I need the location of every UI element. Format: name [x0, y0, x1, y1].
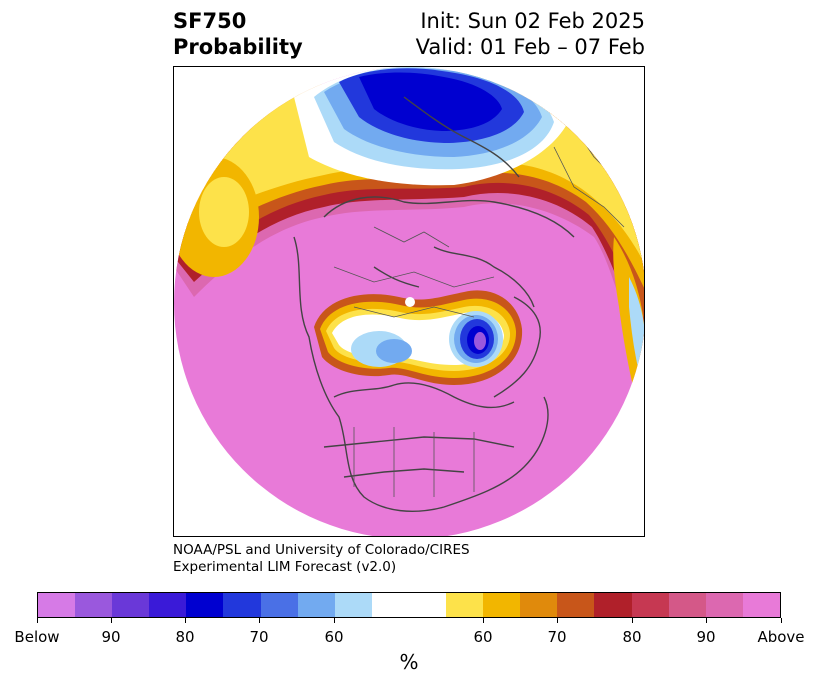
credit-line-2: Experimental LIM Forecast (v2.0): [173, 559, 397, 575]
colorbar-tick-label: 90: [101, 628, 121, 646]
colorbar-cell: [75, 593, 113, 617]
polar-map: [173, 66, 645, 537]
colorbar-cell: [557, 593, 595, 617]
colorbar-tickmark: [706, 618, 707, 623]
colorbar-tick-label: Below: [14, 628, 60, 646]
colorbar-tickmark: [632, 618, 633, 623]
colorbar-cell: [520, 593, 558, 617]
colorbar-tickmark: [111, 618, 112, 623]
colorbar-cell: [594, 593, 632, 617]
colorbar-cell: [149, 593, 187, 617]
colorbar-cell: [668, 593, 706, 617]
colorbar-tickmark: [185, 618, 186, 623]
colorbar-tick-label: 80: [175, 628, 195, 646]
forecast-dates: Init: Sun 02 Feb 2025 Valid: 01 Feb – 07…: [416, 8, 645, 60]
colorbar-tickmark: [37, 618, 38, 623]
colorbar-cell: [483, 593, 521, 617]
init-date: Init: Sun 02 Feb 2025: [420, 9, 645, 33]
colorbar-tickmark: [259, 618, 260, 623]
map-title: SF750 Probability: [173, 8, 303, 60]
colorbar-tick-label: 70: [249, 628, 269, 646]
colorbar-tickmark: [781, 618, 782, 623]
colorbar: [37, 592, 781, 618]
below-core-west-inner: [376, 339, 412, 363]
credits: NOAA/PSL and University of Colorado/CIRE…: [173, 542, 470, 576]
asia-lobe-core: [199, 177, 249, 247]
colorbar-unit: %: [399, 650, 419, 674]
colorbar-tick-label: 60: [324, 628, 344, 646]
below-core-east-max: [474, 332, 486, 350]
colorbar-cell: [297, 593, 335, 617]
colorbar-cell: [38, 593, 76, 617]
colorbar-cell: [705, 593, 743, 617]
colorbar-tickmark: [557, 618, 558, 623]
title-variable: SF750: [173, 9, 247, 33]
colorbar-tick-label: 60: [473, 628, 493, 646]
pole-dot: [405, 297, 415, 307]
title-product: Probability: [173, 35, 303, 59]
colorbar-tick-label: Above: [757, 628, 805, 646]
colorbar-cell: [631, 593, 669, 617]
below-90-top: [359, 72, 502, 131]
colorbar-cell: [186, 593, 224, 617]
colorbar-cell: [112, 593, 150, 617]
colorbar-cell: [408, 593, 447, 617]
colorbar-cell: [742, 593, 780, 617]
credit-line-1: NOAA/PSL and University of Colorado/CIRE…: [173, 542, 470, 558]
colorbar-tickmark: [483, 618, 484, 623]
colorbar-tick-label: 70: [547, 628, 567, 646]
colorbar-tick-label: 80: [622, 628, 642, 646]
colorbar-cell: [371, 593, 409, 617]
colorbar-cell: [223, 593, 261, 617]
probability-field: [174, 67, 644, 536]
colorbar-cell: [260, 593, 298, 617]
valid-range: Valid: 01 Feb – 07 Feb: [415, 35, 645, 59]
coastlines: [293, 96, 575, 512]
colorbar-cell: [446, 593, 484, 617]
colorbar-cell: [334, 593, 372, 617]
colorbar-tick-label: 90: [696, 628, 716, 646]
colorbar-tickmark: [334, 618, 335, 623]
